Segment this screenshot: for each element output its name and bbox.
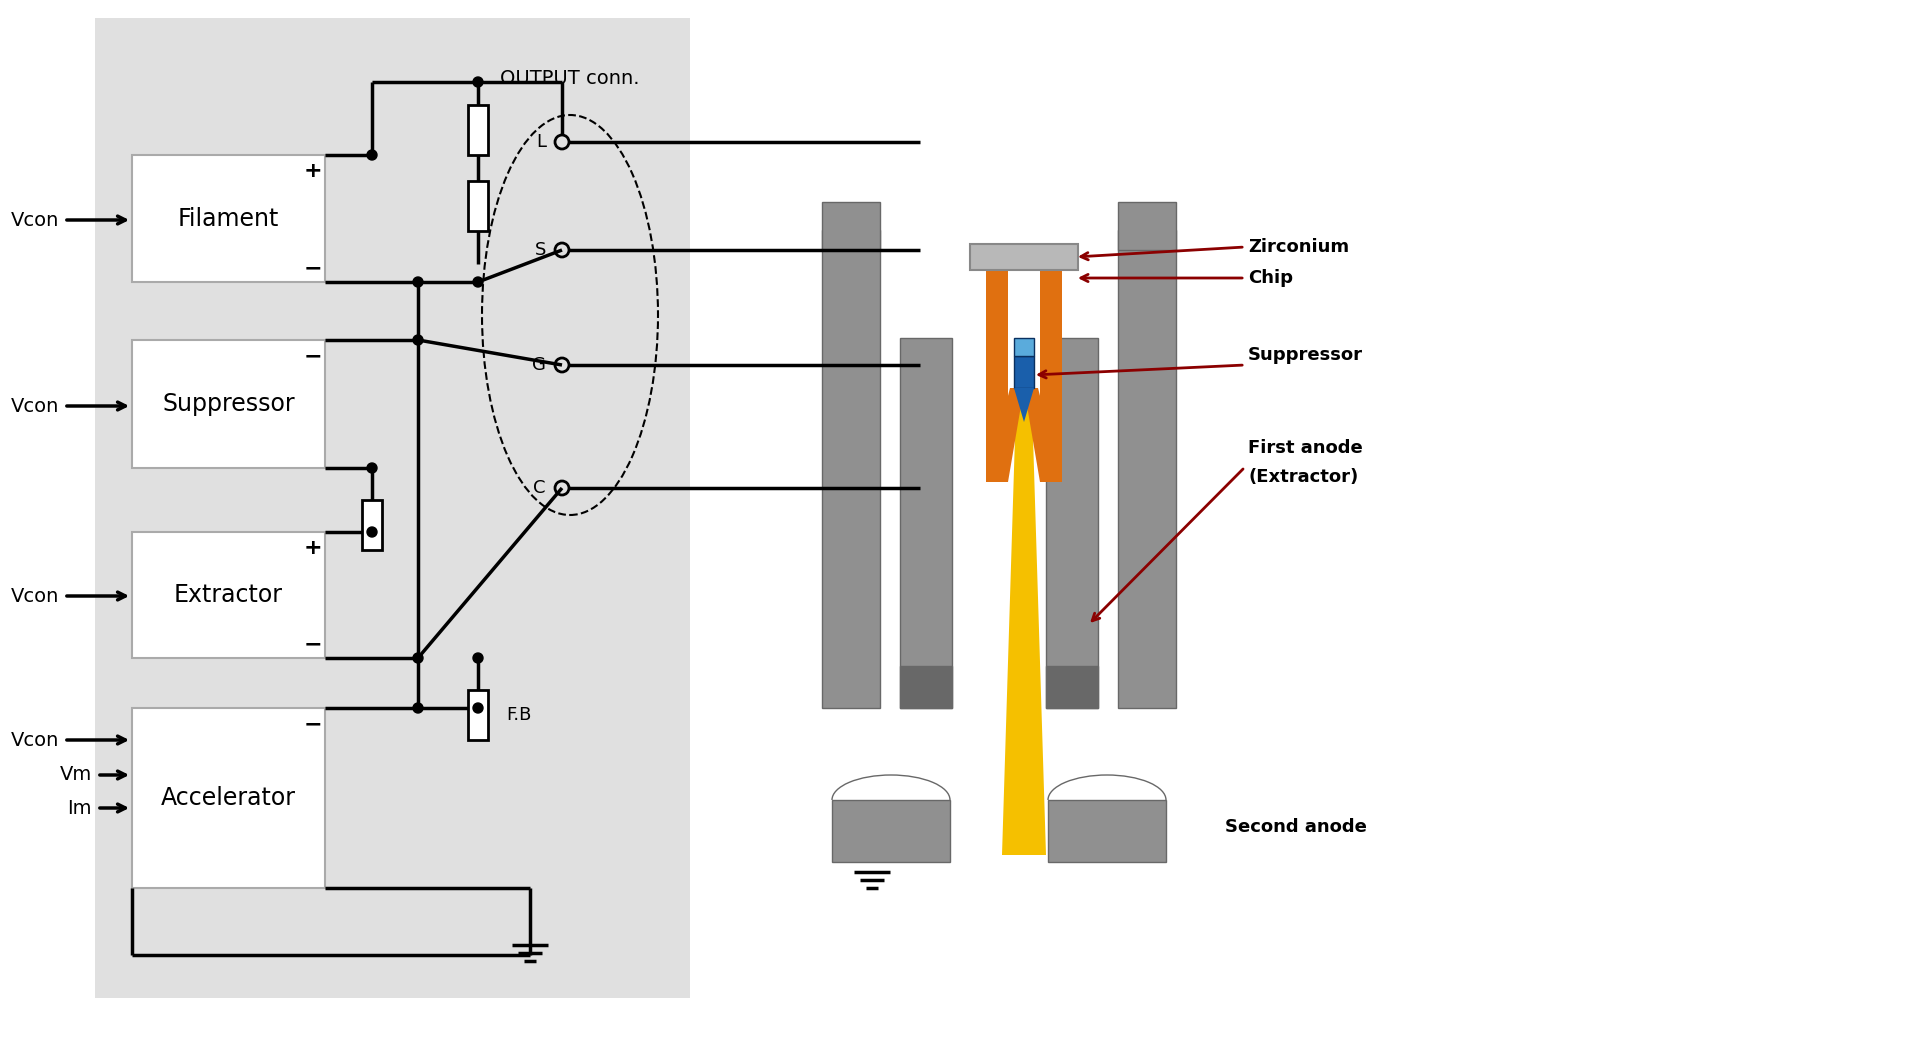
Bar <box>132 340 324 468</box>
Text: Filament: Filament <box>179 207 278 231</box>
Circle shape <box>413 653 422 664</box>
Text: G: G <box>532 356 545 374</box>
Text: C: C <box>534 479 545 497</box>
Circle shape <box>472 703 484 713</box>
Circle shape <box>472 77 484 87</box>
Circle shape <box>367 527 376 537</box>
Bar <box>822 202 879 250</box>
Text: Second anode: Second anode <box>1225 818 1367 836</box>
Bar <box>468 690 488 740</box>
Text: Extractor: Extractor <box>175 583 282 607</box>
Text: OUTPUT conn.: OUTPUT conn. <box>501 69 639 87</box>
Bar <box>970 244 1077 270</box>
Bar <box>132 155 324 282</box>
Text: −: − <box>303 634 323 654</box>
Bar <box>900 666 952 708</box>
Bar <box>1117 202 1175 250</box>
Circle shape <box>367 150 376 160</box>
Circle shape <box>413 335 422 345</box>
Text: Im: Im <box>67 799 92 817</box>
Text: First anode: First anode <box>1248 439 1363 457</box>
Circle shape <box>472 653 484 664</box>
Text: Vcon: Vcon <box>12 587 60 605</box>
Text: F.B: F.B <box>507 706 532 724</box>
Text: Zirconium: Zirconium <box>1248 238 1350 256</box>
Bar <box>822 230 879 708</box>
Polygon shape <box>987 388 1023 482</box>
Bar <box>1041 250 1062 482</box>
Bar <box>94 18 689 998</box>
Text: Chip: Chip <box>1248 269 1292 287</box>
Circle shape <box>472 277 484 287</box>
Text: (Extractor): (Extractor) <box>1248 468 1357 486</box>
Text: Vm: Vm <box>60 765 92 784</box>
Bar <box>1014 356 1035 388</box>
Polygon shape <box>1002 405 1046 855</box>
Text: +: + <box>303 538 323 558</box>
Text: Vcon: Vcon <box>12 730 60 750</box>
Bar <box>1046 666 1098 708</box>
Text: L: L <box>536 133 545 151</box>
Text: −: − <box>303 258 323 278</box>
Bar <box>831 800 950 862</box>
Text: −: − <box>303 346 323 366</box>
Polygon shape <box>1023 388 1062 482</box>
Text: +: + <box>303 161 323 181</box>
Text: Suppressor: Suppressor <box>161 392 296 416</box>
Text: S: S <box>534 241 545 259</box>
Bar <box>468 181 488 231</box>
Text: Vcon: Vcon <box>12 210 60 230</box>
Polygon shape <box>1014 388 1035 422</box>
Text: Suppressor: Suppressor <box>1248 346 1363 364</box>
Bar <box>1014 338 1035 356</box>
Text: −: − <box>303 714 323 734</box>
Bar <box>468 105 488 155</box>
Bar <box>132 708 324 888</box>
Text: Accelerator: Accelerator <box>161 786 296 810</box>
Bar <box>132 532 324 658</box>
Bar <box>987 250 1008 482</box>
Bar <box>1117 230 1175 708</box>
Bar <box>363 500 382 550</box>
Bar <box>1046 338 1098 708</box>
Bar <box>900 338 952 708</box>
Circle shape <box>367 463 376 473</box>
Circle shape <box>413 703 422 713</box>
Text: Vcon: Vcon <box>12 396 60 416</box>
Circle shape <box>413 277 422 287</box>
Bar <box>1048 800 1165 862</box>
